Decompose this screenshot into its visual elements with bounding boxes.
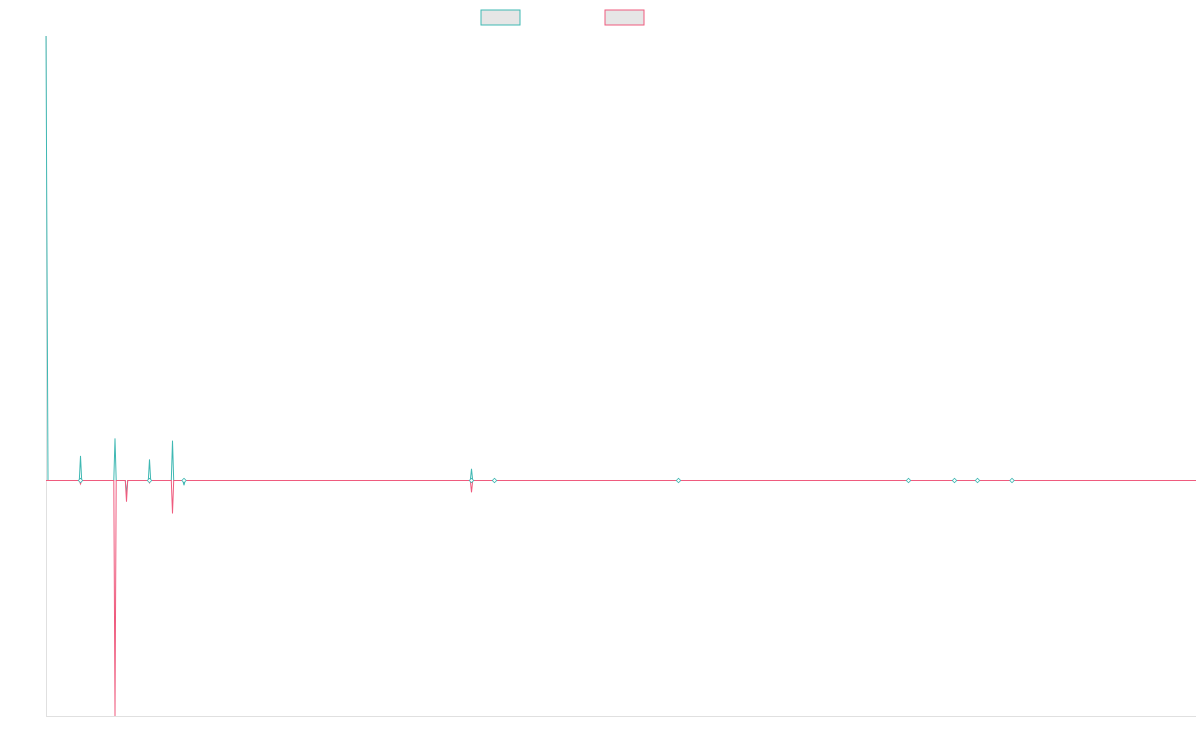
legend-swatch-series-2[interactable]	[604, 9, 645, 26]
point-marker-7[interactable]	[905, 477, 912, 484]
point-marker-1[interactable]	[77, 477, 84, 484]
point-marker-4[interactable]	[468, 477, 475, 484]
point-marker-2[interactable]	[146, 477, 153, 484]
point-marker-8[interactable]	[951, 477, 958, 484]
series-line-1	[45, 35, 1196, 495]
legend	[480, 9, 645, 26]
legend-swatch-series-1[interactable]	[480, 9, 521, 26]
point-marker-5[interactable]	[491, 477, 498, 484]
series-layer	[45, 35, 1196, 717]
point-marker-10[interactable]	[1009, 477, 1015, 484]
marker-layer	[77, 477, 1015, 484]
point-marker-6[interactable]	[675, 477, 682, 484]
point-marker-3[interactable]	[181, 477, 187, 484]
point-marker-9[interactable]	[974, 477, 981, 484]
series-line-2	[46, 480, 1196, 717]
